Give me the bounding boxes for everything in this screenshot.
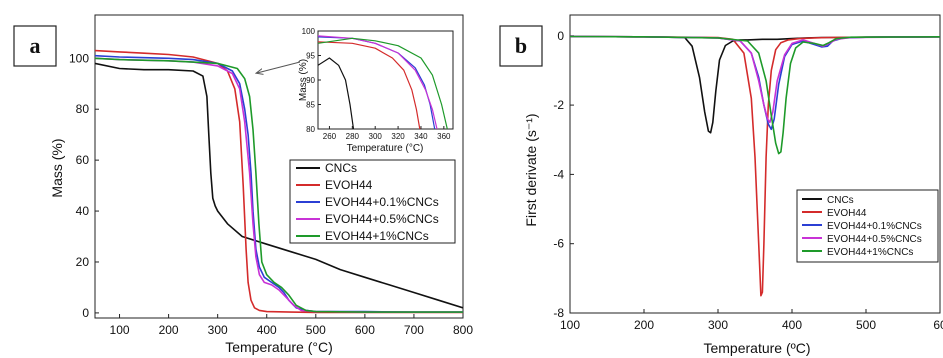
panel-a-xlabel: Temperature (°C) [225,339,333,355]
legend-label-evoh44-1-cncs: EVOH44+1%CNCs [827,247,913,258]
legend-label-cncs: CNCs [827,195,854,206]
legend-label-evoh44-0-1-cncs: EVOH44+0.1%CNCs [827,221,922,232]
x-tick-label: 320 [391,132,405,141]
legend-label-evoh44: EVOH44 [827,208,867,219]
series-line-evoh44-1-cncs [318,37,448,129]
x-tick-label: 300 [208,323,228,337]
x-tick-label: 200 [159,323,179,337]
panel-b-xlabel: Temperature (ºC) [703,340,810,356]
series-line-cncs [95,62,463,309]
x-tick-label: 100 [110,323,130,337]
panel-a-badge: a [13,25,57,67]
x-tick-label: 200 [634,318,654,332]
y-tick-label: 20 [76,255,90,269]
y-tick-label: -2 [553,98,564,112]
inset-frame [317,30,454,130]
panel-b: 100 200 300 400 500 60 -8 -6 -4 -2 0 Temperature (… [499,14,943,356]
inset-pointer-arrow [257,61,301,73]
panel-a: 100 200 300 400 500 600 700 800 0 20 40 60 80 100 Tem… [13,14,473,355]
series-line-evoh44-0-5-cncs [95,57,463,313]
y-tick-label: 60 [76,153,90,167]
y-tick-label: 0 [557,29,564,43]
legend-label-evoh44: EVOH44 [325,178,373,192]
y-tick-label: -8 [553,306,564,320]
panel-a-ticks: 100 200 300 400 500 600 700 800 0 20 40 60 80 100 [69,51,473,337]
x-tick-label: 260 [323,132,337,141]
x-tick-label: 100 [560,318,580,332]
y-tick-label: -6 [553,237,564,251]
panel-a-legend: CNCs EVOH44 EVOH44+0.1%CNCs EVOH44+0.5%CNCs… [289,159,456,244]
y-tick-label: 90 [306,76,315,85]
x-tick-label: 500 [856,318,876,332]
legend-label-cncs: CNCs [325,161,357,175]
x-tick-label: 400 [782,318,802,332]
y-tick-label: 80 [76,102,90,116]
panel-a-series [95,49,463,314]
x-tick-label: 800 [453,323,473,337]
panel-a-ylabel: Mass (%) [49,138,65,197]
series-line-evoh44 [318,41,421,129]
x-tick-label: 60 [933,318,943,332]
panel-a-inset: 260 280 300 320 340 360 80 85 90 95 100 Temperatur… [298,27,454,154]
x-tick-label: 340 [414,132,428,141]
x-tick-label: 500 [306,323,326,337]
panel-b-legend: CNCs EVOH44 EVOH44+0.1%CNCs EVOH44+0.5%CNCs… [796,189,939,263]
y-tick-label: 85 [306,101,315,110]
panel-a-label: a [30,33,41,58]
y-tick-label: 40 [76,204,90,218]
y-tick-label: 95 [306,52,315,61]
panel-b-ylabel: First derivate (s⁻¹) [523,113,539,226]
y-tick-label: 0 [82,306,89,320]
panel-b-label: b [515,33,527,58]
series-line-cncs [318,57,355,129]
x-tick-label: 600 [355,323,375,337]
x-tick-label: 400 [257,323,277,337]
panel-b-ticks: 100 200 300 400 500 60 -8 -6 -4 -2 0 [553,29,943,332]
series-line-evoh44 [570,35,940,297]
panel-b-badge: b [499,25,543,67]
legend-label-evoh44-0-5-cncs: EVOH44+0.5%CNCs [325,212,439,226]
inset-xlabel: Temperature (°C) [347,143,424,154]
x-tick-label: 300 [369,132,383,141]
legend-label-evoh44-0-1-cncs: EVOH44+0.1%CNCs [325,195,439,209]
legend-label-evoh44-1-cncs: EVOH44+1%CNCs [325,229,429,243]
legend-label-evoh44-0-5-cncs: EVOH44+0.5%CNCs [827,234,922,245]
panel-b-series [570,35,940,297]
y-tick-label: -4 [553,167,564,181]
inset-series [318,35,448,129]
series-line-evoh44-1-cncs [570,35,940,155]
y-tick-label: 100 [302,27,316,36]
series-line-evoh44-1-cncs [95,57,463,313]
inset-ticks: 260 280 300 320 340 360 80 85 90 95 100 [302,27,451,141]
x-tick-label: 300 [708,318,728,332]
x-tick-label: 280 [346,132,360,141]
series-line-evoh44 [95,49,463,314]
x-tick-label: 700 [404,323,424,337]
y-tick-label: 100 [69,51,89,65]
y-tick-label: 80 [306,125,315,134]
x-tick-label: 360 [437,132,451,141]
inset-ylabel: Mass (%) [298,59,309,101]
